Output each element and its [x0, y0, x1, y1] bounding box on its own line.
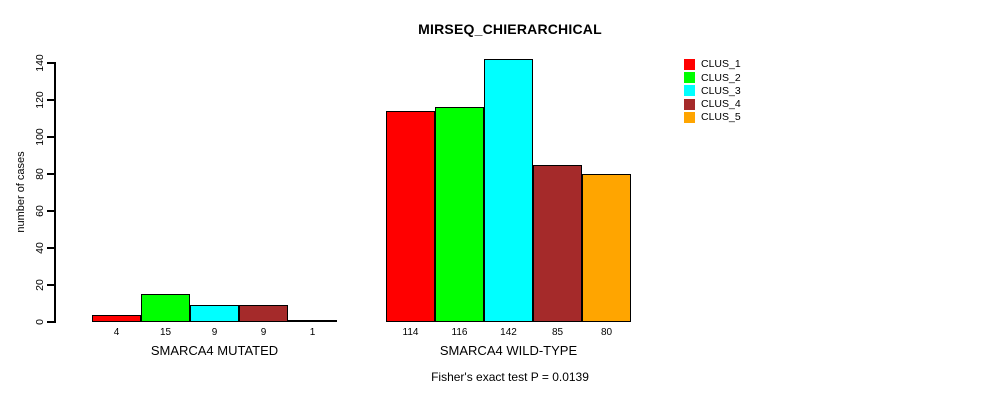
bar-clus_5 [288, 320, 337, 323]
bar-value-label: 85 [551, 327, 564, 338]
category-label: SMARCA4 WILD-TYPE [439, 343, 578, 358]
y-axis-title: number of cases [15, 151, 27, 233]
y-tick-mark [47, 136, 54, 138]
bar-value-label: 15 [159, 327, 172, 338]
legend-label: CLUS_2 [701, 71, 741, 84]
bar-clus_2 [435, 107, 484, 322]
legend-color-swatch [684, 98, 695, 110]
y-axis-line [54, 62, 56, 323]
legend-label: CLUS_5 [701, 111, 741, 124]
y-tick-label: 140 [34, 54, 46, 72]
bar-value-label: 116 [451, 327, 468, 338]
y-tick-label: 0 [34, 319, 46, 325]
bar-value-label: 9 [211, 327, 218, 338]
bar-value-label: 1 [309, 327, 316, 338]
legend-color-swatch [684, 59, 695, 71]
y-tick-mark [47, 210, 54, 212]
bar-clus_3 [190, 305, 239, 322]
bar-value-label: 4 [113, 327, 120, 338]
legend-color-swatch [684, 111, 695, 123]
fisher-test-annotation: Fisher's exact test P = 0.0139 [431, 370, 589, 384]
bar-value-label: 114 [402, 327, 419, 338]
bar-clus_5 [582, 174, 631, 322]
y-tick-label: 100 [34, 128, 46, 146]
legend-item: CLUS_4 [684, 98, 741, 111]
bar-clus_3 [484, 59, 533, 322]
bar-clus_1 [386, 111, 435, 322]
bar-clus_1 [92, 314, 141, 322]
y-tick-label: 80 [34, 168, 46, 180]
y-tick-label: 120 [34, 91, 46, 109]
legend: CLUS_1 CLUS_2 CLUS_3 CLUS_4 CLUS_5 [684, 58, 741, 124]
y-tick-mark [47, 321, 54, 323]
y-tick-mark [47, 99, 54, 101]
bar-value-label: 80 [600, 327, 613, 338]
y-tick-mark [47, 284, 54, 286]
bar-clus_4 [533, 164, 582, 322]
legend-label: CLUS_1 [701, 58, 741, 71]
legend-color-swatch [684, 72, 695, 84]
y-tick-label: 40 [34, 242, 46, 254]
bar-clus_4 [239, 305, 288, 322]
y-tick-mark [47, 62, 54, 64]
legend-label: CLUS_3 [701, 84, 741, 97]
y-tick-label: 60 [34, 205, 46, 217]
category-label: SMARCA4 MUTATED [150, 343, 279, 358]
legend-color-swatch [684, 85, 695, 97]
bar-clus_2 [141, 294, 190, 322]
y-tick-mark [47, 247, 54, 249]
legend-item: CLUS_3 [684, 84, 741, 97]
legend-item: CLUS_1 [684, 58, 741, 71]
legend-item: CLUS_2 [684, 71, 741, 84]
legend-item: CLUS_5 [684, 111, 741, 124]
bar-value-label: 9 [260, 327, 267, 338]
chart-title: MIRSEQ_CHIERARCHICAL [418, 21, 602, 37]
y-tick-mark [47, 173, 54, 175]
y-tick-label: 20 [34, 279, 46, 291]
bar-value-label: 142 [500, 327, 517, 338]
legend-label: CLUS_4 [701, 97, 741, 110]
